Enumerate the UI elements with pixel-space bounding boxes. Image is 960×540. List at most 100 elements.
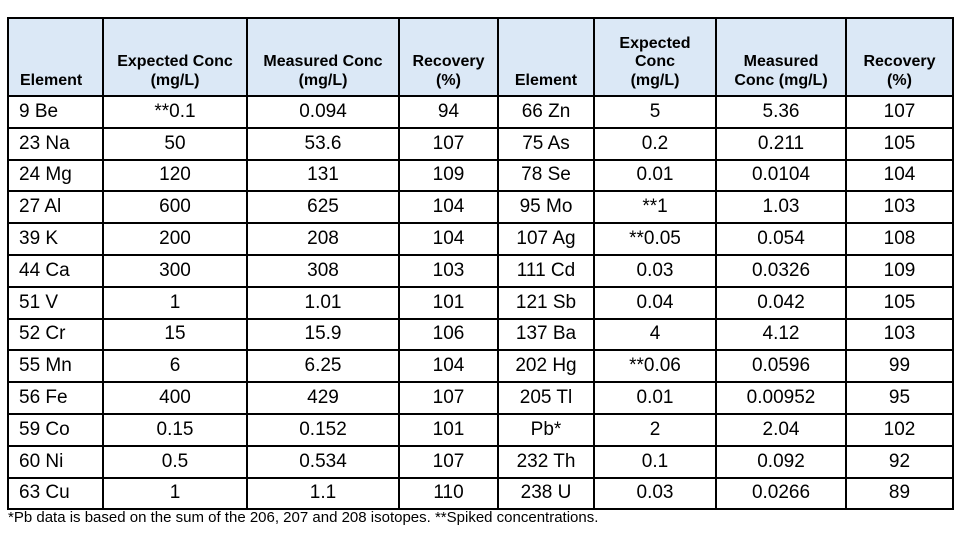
cell-element-right: Pb* bbox=[497, 412, 595, 447]
cell-expected-conc-left: **0.1 bbox=[102, 95, 248, 129]
cell-measured-conc-right: 0.0326 bbox=[715, 253, 847, 288]
column-header-expected-conc-left: Expected Conc (mg/L) bbox=[102, 17, 248, 97]
header-line: (mg/L) bbox=[298, 71, 348, 89]
cell-measured-conc-right: 0.0596 bbox=[715, 349, 847, 384]
header-line: Measured bbox=[743, 53, 819, 71]
cell-measured-conc-left: 0.094 bbox=[246, 95, 400, 129]
cell-recovery-right: 108 bbox=[845, 222, 954, 256]
cell-expected-conc-left: 15 bbox=[102, 317, 248, 352]
cell-element-left: 23 Na bbox=[7, 126, 104, 161]
cell-element-left: 9 Be bbox=[7, 95, 104, 129]
cell-expected-conc-right: 0.01 bbox=[593, 158, 717, 193]
cell-recovery-left: 101 bbox=[398, 285, 499, 320]
cell-measured-conc-left: 131 bbox=[246, 158, 400, 193]
cell-recovery-left: 103 bbox=[398, 253, 499, 288]
cell-recovery-right: 104 bbox=[845, 158, 954, 193]
cell-recovery-left: 110 bbox=[398, 476, 499, 511]
cell-element-right: 121 Sb bbox=[497, 285, 595, 320]
column-header-element-left: Element bbox=[7, 17, 104, 97]
cell-element-right: 78 Se bbox=[497, 158, 595, 193]
header-line: Expected Conc bbox=[117, 53, 233, 71]
cell-measured-conc-left: 208 bbox=[246, 222, 400, 256]
cell-expected-conc-left: 1 bbox=[102, 285, 248, 320]
cell-recovery-left: 107 bbox=[398, 444, 499, 479]
cell-expected-conc-right: 2 bbox=[593, 412, 717, 447]
column-header-recovery-left: Recovery (%) bbox=[398, 17, 499, 97]
table-row: 9 Be **0.1 0.094 94 66 Zn 5 5.36 107 bbox=[7, 95, 954, 129]
cell-expected-conc-left: 0.5 bbox=[102, 444, 248, 479]
column-header-measured-conc-right: Measured Conc (mg/L) bbox=[715, 17, 847, 97]
table-row: 51 V 1 1.01 101 121 Sb 0.04 0.042 105 bbox=[7, 285, 954, 320]
table-footnote: *Pb data is based on the sum of the 206,… bbox=[8, 509, 599, 526]
cell-recovery-right: 107 bbox=[845, 95, 954, 129]
header-row: Element Expected Conc (mg/L) Measured Co… bbox=[7, 17, 954, 97]
header-line: Element bbox=[514, 71, 578, 89]
cell-element-right: 202 Hg bbox=[497, 349, 595, 384]
cell-measured-conc-left: 1.1 bbox=[246, 476, 400, 511]
cell-recovery-right: 99 bbox=[845, 349, 954, 384]
cell-element-right: 238 U bbox=[497, 476, 595, 511]
cell-expected-conc-right: 0.2 bbox=[593, 126, 717, 161]
cell-measured-conc-left: 0.152 bbox=[246, 412, 400, 447]
cell-recovery-left: 107 bbox=[398, 126, 499, 161]
table-row: 60 Ni 0.5 0.534 107 232 Th 0.1 0.092 92 bbox=[7, 444, 954, 479]
cell-measured-conc-right: 0.042 bbox=[715, 285, 847, 320]
cell-element-left: 39 K bbox=[7, 222, 104, 256]
cell-expected-conc-right: 4 bbox=[593, 317, 717, 352]
cell-element-left: 63 Cu bbox=[7, 476, 104, 511]
cell-measured-conc-right: 0.092 bbox=[715, 444, 847, 479]
cell-element-left: 51 V bbox=[7, 285, 104, 320]
header-line: Measured Conc bbox=[263, 53, 383, 71]
cell-recovery-left: 101 bbox=[398, 412, 499, 447]
cell-expected-conc-left: 300 bbox=[102, 253, 248, 288]
header-line: (mg/L) bbox=[150, 71, 200, 89]
cell-element-left: 52 Cr bbox=[7, 317, 104, 352]
table-row: 23 Na 50 53.6 107 75 As 0.2 0.211 105 bbox=[7, 126, 954, 161]
cell-element-left: 60 Ni bbox=[7, 444, 104, 479]
cell-expected-conc-right: 0.03 bbox=[593, 253, 717, 288]
column-header-measured-conc-left: Measured Conc (mg/L) bbox=[246, 17, 400, 97]
cell-element-left: 56 Fe bbox=[7, 381, 104, 415]
cell-recovery-left: 104 bbox=[398, 222, 499, 256]
cell-recovery-right: 102 bbox=[845, 412, 954, 447]
cell-recovery-left: 104 bbox=[398, 349, 499, 384]
cell-recovery-left: 106 bbox=[398, 317, 499, 352]
cell-element-right: 107 Ag bbox=[497, 222, 595, 256]
cell-recovery-right: 103 bbox=[845, 190, 954, 225]
cell-element-right: 232 Th bbox=[497, 444, 595, 479]
table-row: 27 Al 600 625 104 95 Mo **1 1.03 103 bbox=[7, 190, 954, 225]
cell-recovery-right: 105 bbox=[845, 126, 954, 161]
cell-measured-conc-right: 0.211 bbox=[715, 126, 847, 161]
header-line: Element bbox=[20, 71, 83, 89]
cell-element-left: 27 Al bbox=[7, 190, 104, 225]
cell-expected-conc-left: 1 bbox=[102, 476, 248, 511]
cell-expected-conc-right: 0.1 bbox=[593, 444, 717, 479]
cell-element-right: 205 Tl bbox=[497, 381, 595, 415]
column-header-element-right: Element bbox=[497, 17, 595, 97]
cell-measured-conc-right: 1.03 bbox=[715, 190, 847, 225]
cell-recovery-right: 95 bbox=[845, 381, 954, 415]
cell-recovery-left: 94 bbox=[398, 95, 499, 129]
cell-element-left: 55 Mn bbox=[7, 349, 104, 384]
cell-expected-conc-right: **1 bbox=[593, 190, 717, 225]
cell-measured-conc-right: 0.054 bbox=[715, 222, 847, 256]
cell-expected-conc-left: 0.15 bbox=[102, 412, 248, 447]
cell-expected-conc-left: 6 bbox=[102, 349, 248, 384]
cell-measured-conc-right: 4.12 bbox=[715, 317, 847, 352]
cell-recovery-right: 103 bbox=[845, 317, 954, 352]
cell-measured-conc-left: 429 bbox=[246, 381, 400, 415]
header-line: Recovery bbox=[863, 53, 936, 71]
table-row: 59 Co 0.15 0.152 101 Pb* 2 2.04 102 bbox=[7, 412, 954, 447]
table-row: 44 Ca 300 308 103 111 Cd 0.03 0.0326 109 bbox=[7, 253, 954, 288]
cell-element-right: 95 Mo bbox=[497, 190, 595, 225]
cell-recovery-left: 104 bbox=[398, 190, 499, 225]
cell-element-right: 111 Cd bbox=[497, 253, 595, 288]
cell-measured-conc-left: 308 bbox=[246, 253, 400, 288]
header-line: Expected bbox=[619, 34, 691, 52]
table-row: 39 K 200 208 104 107 Ag **0.05 0.054 108 bbox=[7, 222, 954, 256]
cell-expected-conc-left: 120 bbox=[102, 158, 248, 193]
cell-measured-conc-left: 1.01 bbox=[246, 285, 400, 320]
cell-measured-conc-right: 2.04 bbox=[715, 412, 847, 447]
cell-recovery-left: 109 bbox=[398, 158, 499, 193]
